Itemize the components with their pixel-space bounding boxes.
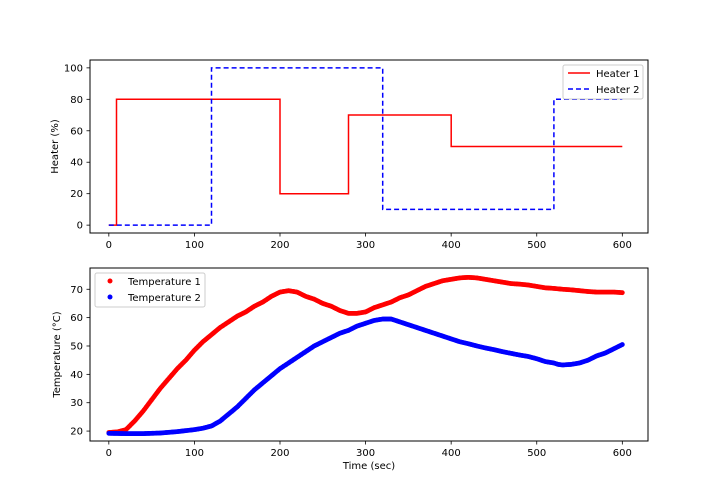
y-tick-label: 80 [70, 95, 83, 106]
x-tick-label: 0 [106, 448, 112, 459]
heater-subplot: 0 100 200 300 400 500 600 0 20 40 60 80 100 Heater … [50, 59, 649, 251]
temperature-1-point [619, 290, 625, 296]
y-tick-label: 70 [70, 285, 83, 296]
legend-temperature-2-marker [107, 294, 113, 300]
x-tick-label: 500 [527, 448, 546, 459]
y-tick-label: 0 [77, 221, 83, 232]
heater-x-ticks: 0 100 200 300 400 500 600 [106, 233, 632, 251]
legend-heater-1-label: Heater 1 [596, 69, 640, 80]
x-tick-label: 400 [442, 448, 461, 459]
x-tick-label: 100 [185, 448, 204, 459]
temperature-y-axis-label: Temperature (°C) [52, 311, 63, 398]
temperature-2-points [106, 316, 625, 437]
y-tick-label: 50 [70, 341, 83, 352]
temperature-legend-box [94, 272, 206, 308]
x-tick-label: 100 [185, 240, 204, 251]
temperature-series [106, 274, 625, 437]
heater-axes-frame [89, 59, 649, 234]
heater-legend: Heater 1 Heater 2 [562, 64, 644, 100]
x-tick-label: 200 [270, 448, 289, 459]
heater-series [108, 67, 623, 226]
temperature-x-ticks: 0 100 200 300 400 500 600 [106, 441, 632, 459]
y-tick-label: 60 [70, 313, 83, 324]
temperature-y-ticks: 20 30 40 50 60 70 [70, 285, 90, 438]
heater-y-ticks: 0 20 40 60 80 100 [64, 63, 90, 232]
legend-temperature-1-label: Temperature 1 [127, 277, 201, 288]
temperature-2-point [619, 342, 625, 347]
heater-2-line [108, 67, 623, 226]
temperature-1-points [106, 274, 625, 435]
heater-y-axis-label: Heater (%) [50, 119, 61, 174]
temperature-axes-frame [89, 267, 649, 442]
y-tick-label: 20 [70, 189, 83, 200]
x-tick-label: 600 [613, 240, 632, 251]
x-tick-label: 400 [442, 240, 461, 251]
temperature-legend: Temperature 1 Temperature 2 [94, 272, 206, 308]
x-tick-label: 500 [527, 240, 546, 251]
x-tick-label: 0 [106, 240, 112, 251]
x-tick-label: 200 [270, 240, 289, 251]
y-tick-label: 60 [70, 126, 83, 137]
legend-temperature-2-label: Temperature 2 [127, 293, 201, 304]
y-tick-label: 30 [70, 398, 83, 409]
y-tick-label: 40 [70, 370, 83, 381]
legend-temperature-1-marker [107, 278, 113, 284]
y-tick-label: 40 [70, 158, 83, 169]
temperature-subplot: 0 100 200 300 400 500 600 20 30 40 50 60 70 Tempera… [52, 267, 649, 472]
x-tick-label: 300 [356, 448, 375, 459]
y-tick-label: 100 [64, 63, 83, 74]
x-tick-label: 600 [613, 448, 632, 459]
heater-1-line [108, 98, 623, 226]
temperature-x-axis-label: Time (sec) [342, 461, 395, 472]
y-tick-label: 20 [70, 427, 83, 438]
x-tick-label: 300 [356, 240, 375, 251]
legend-heater-2-label: Heater 2 [596, 85, 640, 96]
